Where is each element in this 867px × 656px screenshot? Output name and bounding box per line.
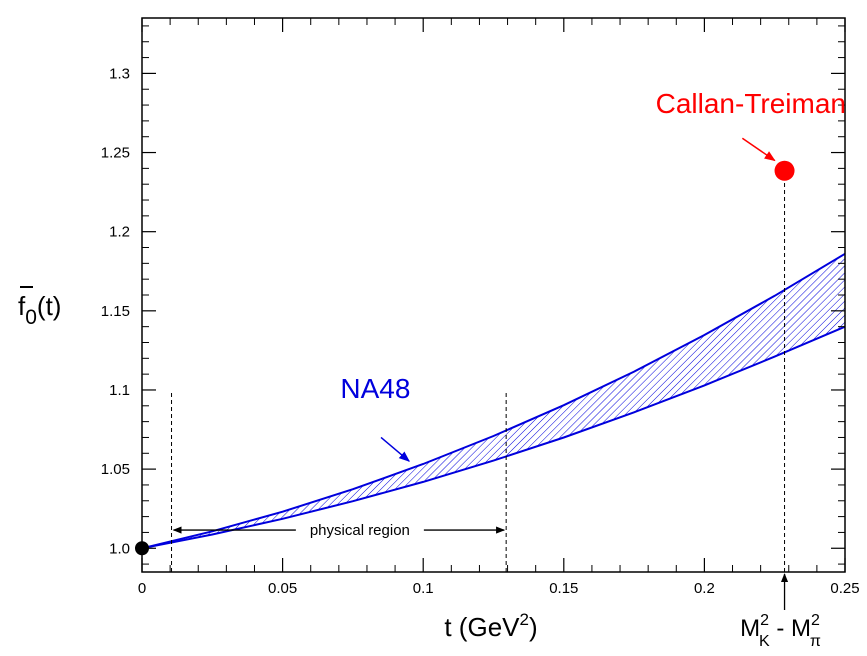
y-tick-label: 1.1	[109, 382, 130, 399]
x-axis-title-main: t (GeV	[444, 612, 520, 642]
y-axis-title: f0(t)	[18, 286, 61, 329]
x-tick-label: 0	[138, 580, 146, 597]
physical-region-label: physical region	[310, 522, 410, 539]
y-axis-title-main: f	[18, 291, 26, 321]
band-upper-edge	[141, 252, 846, 550]
band-lower-edge	[141, 325, 846, 550]
y-tick-label: 1.2	[109, 224, 130, 241]
y-tick-label: 1.0	[109, 540, 130, 557]
mk-mpi-label: M2 K - M2 π	[740, 612, 821, 650]
mk-mpi-sub1: K	[759, 633, 770, 650]
svg-text:f0(t): f0(t)	[18, 291, 61, 329]
x-tick-label: 0.1	[413, 580, 434, 597]
mk-mpi-sup2: 2	[811, 612, 820, 629]
x-axis-title-sup: 2	[520, 610, 529, 629]
x-tick-label: 0.05	[268, 580, 297, 597]
callan-treiman-arrow	[741, 137, 776, 162]
y-axis-title-sub: 0	[25, 306, 37, 329]
mk-mpi-sub2: π	[810, 633, 821, 650]
points-layer	[135, 137, 795, 556]
y-tick-label: 1.3	[109, 65, 130, 82]
callan-treiman-label: Callan-Treiman	[656, 88, 846, 119]
x-tick-label: 0.15	[549, 580, 578, 597]
point-callan-treiman	[774, 160, 795, 181]
na48-label: NA48	[340, 373, 410, 404]
y-tick-label: 1.25	[101, 145, 130, 162]
y-tick-label: 1.05	[101, 461, 130, 478]
x-axis-title: t (GeV2)	[444, 610, 537, 642]
reference-lines-layer	[171, 170, 786, 572]
y-axis-title-end: (t)	[37, 291, 62, 321]
mk-mpi-m1: M	[740, 615, 760, 642]
x-tick-label: 0.25	[830, 580, 859, 597]
na48-arrow	[380, 436, 410, 462]
band-layer	[141, 252, 846, 550]
mk-mpi-m2: - M	[770, 615, 811, 642]
x-axis-title-end: )	[529, 612, 538, 642]
mk-mpi-sup1: 2	[760, 612, 769, 629]
band-fill	[142, 253, 845, 549]
axes-layer: 0 0.05 0.1 0.15 0.2 0.25 1.0 1.05 1.1 1.15 1.2 1.25…	[101, 17, 860, 610]
x-tick-label: 0.2	[694, 580, 715, 597]
y-tick-label: 1.15	[101, 303, 130, 320]
